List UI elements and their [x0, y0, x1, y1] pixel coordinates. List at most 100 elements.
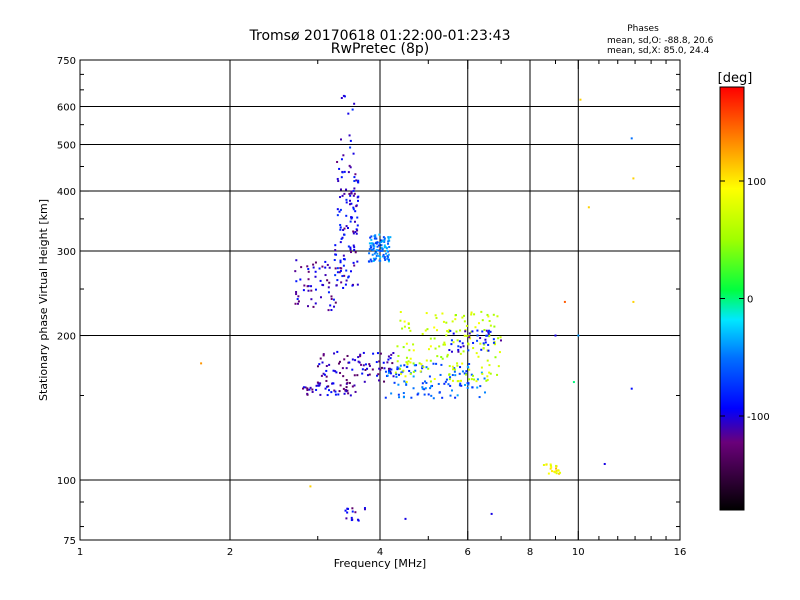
data-point	[349, 194, 352, 197]
data-point	[349, 146, 352, 149]
data-point	[466, 386, 469, 389]
data-point	[443, 341, 446, 344]
data-point	[421, 332, 424, 335]
data-point	[406, 363, 409, 366]
data-point	[341, 367, 344, 370]
data-point	[488, 320, 491, 323]
data-point	[372, 257, 375, 260]
data-point	[348, 382, 351, 385]
data-point	[391, 362, 394, 365]
data-point	[354, 251, 357, 254]
data-point	[450, 350, 453, 353]
data-point	[330, 309, 333, 312]
data-point	[311, 388, 314, 391]
data-point	[314, 302, 317, 305]
data-point	[372, 249, 375, 252]
data-point	[342, 258, 345, 261]
data-point	[383, 256, 386, 259]
data-point	[355, 179, 358, 182]
data-point	[306, 265, 309, 268]
data-point	[339, 259, 342, 262]
data-point	[459, 352, 462, 355]
data-point	[349, 139, 352, 142]
data-point	[461, 316, 464, 319]
x-tick-label: 2	[227, 547, 233, 558]
data-point	[470, 378, 473, 381]
data-point	[396, 366, 399, 369]
data-point	[481, 372, 484, 375]
data-point	[340, 138, 343, 141]
data-point	[397, 393, 400, 396]
data-point	[414, 369, 417, 372]
data-point	[396, 368, 399, 371]
data-point	[314, 261, 317, 264]
data-point	[389, 357, 392, 360]
data-point	[327, 291, 330, 294]
data-point	[447, 383, 450, 386]
data-point	[345, 367, 348, 370]
data-point	[469, 337, 472, 340]
data-point	[339, 228, 342, 231]
data-point	[467, 383, 470, 386]
data-point	[352, 152, 355, 155]
data-point	[371, 253, 374, 256]
data-point	[409, 357, 412, 360]
data-point	[427, 393, 430, 396]
data-point	[554, 471, 557, 474]
data-point	[370, 246, 373, 249]
data-point	[480, 366, 483, 369]
data-point	[433, 326, 436, 329]
data-point	[427, 367, 430, 370]
data-point	[307, 270, 310, 273]
data-point	[379, 256, 382, 259]
data-point	[425, 381, 428, 384]
data-point	[430, 394, 433, 397]
data-point	[314, 275, 317, 278]
data-point	[356, 180, 359, 183]
data-point	[342, 264, 345, 267]
data-point	[339, 226, 342, 229]
data-point	[388, 239, 391, 242]
data-point	[554, 334, 557, 337]
data-point	[307, 268, 310, 271]
data-point	[438, 391, 441, 394]
data-point	[325, 369, 328, 372]
data-point	[335, 253, 338, 256]
data-point	[383, 237, 386, 240]
data-point	[387, 240, 390, 243]
data-point	[441, 396, 444, 399]
data-point	[369, 245, 372, 248]
data-point	[349, 246, 352, 249]
data-point	[412, 375, 415, 378]
data-point	[328, 281, 331, 284]
data-point	[479, 385, 482, 388]
data-point	[367, 260, 370, 263]
data-point	[555, 472, 558, 475]
data-point	[328, 363, 331, 366]
data-point	[392, 375, 395, 378]
data-point	[302, 289, 305, 292]
data-point	[458, 340, 461, 343]
data-point	[342, 94, 345, 97]
data-point	[372, 247, 375, 250]
data-point	[324, 266, 327, 269]
data-point	[333, 352, 336, 355]
data-point	[402, 369, 405, 372]
data-point	[309, 386, 312, 389]
data-point	[350, 251, 353, 254]
data-point	[380, 240, 383, 243]
data-point	[372, 259, 375, 262]
data-point	[376, 241, 379, 244]
x-tick-label: 8	[527, 547, 533, 558]
data-point	[343, 358, 346, 361]
data-point	[295, 290, 298, 293]
data-point	[322, 372, 325, 375]
data-point	[484, 341, 487, 344]
data-point	[549, 464, 552, 467]
data-point	[389, 372, 392, 375]
data-point	[396, 345, 399, 348]
data-point	[457, 345, 460, 348]
data-point	[347, 276, 350, 279]
data-point	[353, 176, 356, 179]
data-point	[307, 285, 310, 288]
